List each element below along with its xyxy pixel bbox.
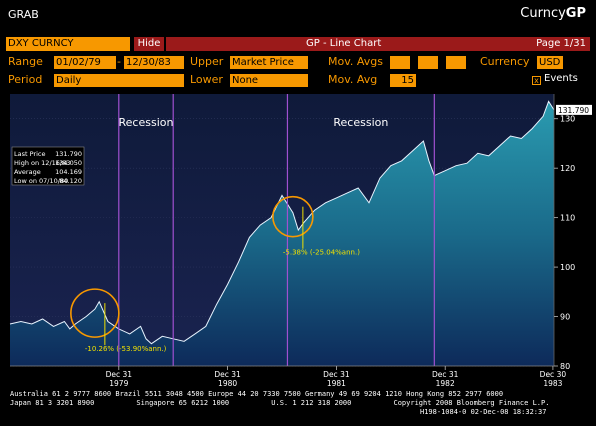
y-tick-label: 80: [560, 362, 570, 371]
footer-copyright: Japan 81 3 3201 8900 Singapore 65 6212 1…: [10, 399, 550, 407]
x-tick-year: 1981: [327, 379, 346, 388]
range-label: Range: [8, 55, 43, 68]
highlight-circle: [272, 195, 314, 238]
y-tick-label: 90: [560, 313, 570, 322]
range-start-input[interactable]: 01/02/79: [54, 56, 116, 69]
price-chart[interactable]: Recession Recession -10.26% (-53.90%ann.) -…: [0, 90, 596, 390]
movavg-label: Mov. Avg: [328, 73, 378, 86]
movavg-field-2[interactable]: [418, 56, 438, 69]
movavg-input[interactable]: 15: [390, 74, 416, 87]
upper-select[interactable]: Market Price: [230, 56, 308, 69]
chart-title-bar: GP - Line Chart Page 1/31: [166, 37, 590, 51]
stat-label: Last Price: [14, 150, 45, 158]
range-end-input[interactable]: 12/30/83: [124, 56, 184, 69]
stat-value: 134.050: [55, 159, 82, 167]
x-tick-year: 1982: [436, 379, 455, 388]
range-dash: -: [117, 55, 121, 68]
period-select[interactable]: Daily: [54, 74, 184, 87]
last-price-tag: 131.790: [558, 106, 589, 115]
recession-label: Recession: [119, 116, 174, 129]
x-tick-label: Dec 30: [540, 370, 567, 379]
stat-label: High on 12/16/83: [14, 159, 70, 167]
stat-value: 131.790: [55, 150, 82, 158]
stat-label: Average: [14, 168, 41, 176]
stat-value: 104.169: [55, 168, 82, 176]
lower-select[interactable]: None: [230, 74, 308, 87]
events-checkbox[interactable]: x: [532, 76, 541, 85]
events-label: Events: [544, 73, 578, 84]
y-tick-label: 130: [560, 115, 575, 124]
stats-box: [11, 146, 85, 186]
y-tick-label: 100: [560, 263, 575, 272]
grab-label: GRAB: [8, 8, 39, 21]
series-line: [9, 100, 555, 345]
lower-label: Lower: [190, 73, 223, 86]
movavg-field-1[interactable]: [390, 56, 410, 69]
x-tick-year: 1979: [109, 379, 128, 388]
x-tick-label: Dec 31: [323, 370, 350, 379]
stat-value: 84.120: [59, 177, 82, 185]
brand-main: Curncy: [520, 6, 566, 21]
highlight-circle: [70, 288, 120, 338]
x-tick-label: Dec 31: [214, 370, 241, 379]
footer-contacts: Australia 61 2 9777 8600 Brazil 5511 304…: [10, 390, 504, 398]
chart-type-title: GP - Line Chart: [306, 38, 382, 49]
stat-label: Low on 07/10/80: [14, 177, 68, 185]
x-tick-label: Dec 31: [106, 370, 133, 379]
hide-button[interactable]: Hide: [134, 37, 164, 51]
currency-input[interactable]: USD: [537, 56, 563, 69]
x-tick-year: 1980: [218, 379, 237, 388]
function-title: CurncyGP: [520, 6, 586, 21]
last-price-tag-bg: [556, 104, 592, 115]
recession-label: Recession: [333, 116, 388, 129]
movavgs-label: Mov. Avgs: [328, 55, 383, 68]
page-indicator[interactable]: Page 1/31: [536, 38, 586, 49]
movavg-field-3[interactable]: [446, 56, 466, 69]
y-tick-label: 110: [560, 214, 575, 223]
drawdown-annotation: -10.26% (-53.90%ann.): [85, 345, 167, 353]
y-tick-label: 120: [560, 164, 575, 173]
upper-label: Upper: [190, 55, 224, 68]
footer-timestamp: H198-1084-0 02-Dec-08 18:32:37: [420, 408, 547, 416]
x-tick-year: 1983: [543, 379, 562, 388]
currency-label: Currency: [480, 55, 530, 68]
x-tick-label: Dec 31: [432, 370, 459, 379]
ticker-field[interactable]: DXY CURNCY: [6, 37, 130, 51]
period-label: Period: [8, 73, 43, 86]
brand-bold: GP: [565, 6, 586, 21]
drawdown-annotation: -5.38% (-25.04%ann.): [283, 249, 360, 257]
